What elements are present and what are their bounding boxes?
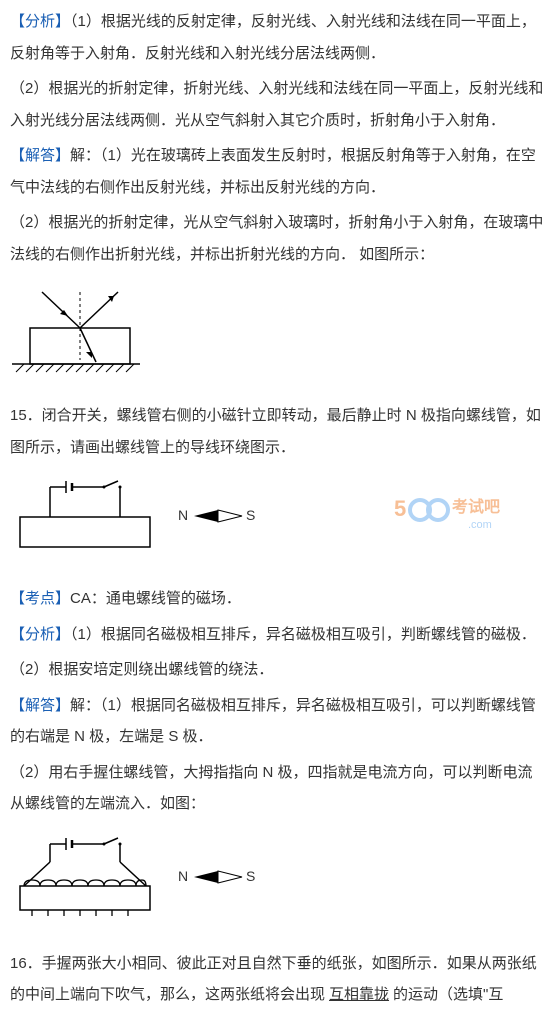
topic-para: 【考点】CA：通电螺线管的磁场． [10, 583, 544, 615]
analysis2-para-2: （2）根据安培定则绕出螺线管的绕法． [10, 654, 544, 686]
compass-s-label: S [246, 507, 255, 523]
analysis-para-2: （2）根据光的折射定律，折射光线、入射光线和法线在同一平面上，反射光线和入射光线… [10, 73, 544, 136]
analysis2-para-1: 【分析】（1）根据同名磁极相互排斥，异名磁极相互吸引，判断螺线管的磁极． [10, 619, 544, 651]
topic-label: 【考点】 [10, 590, 70, 607]
analysis2-label: 【分析】 [10, 626, 70, 643]
compass-n-label: N [178, 507, 188, 523]
answer2-text: 解：（1）根据同名磁极相互排斥，异名磁极相互吸引，可以判断螺线管的右端是 N 极… [10, 697, 536, 746]
analysis-label: 【分析】 [10, 13, 70, 30]
answer-para-2: （2）根据光的折射定律，光从空气斜射入玻璃时，折射角小于入射角，在玻璃中法线的右… [10, 207, 544, 270]
figure-solenoid-blank: N S [10, 477, 544, 557]
topic-text: CA：通电螺线管的磁场． [70, 590, 241, 607]
analysis-para-1: 【分析】（1）根据光线的反射定律，反射光线、入射光线和法线在同一平面上，反射角等… [10, 6, 544, 69]
compass-icon: N S [178, 502, 258, 532]
analysis-text-1: （1）根据光线的反射定律，反射光线、入射光线和法线在同一平面上，反射角等于入射角… [10, 13, 536, 62]
answer-para-1: 【解答】解：（1）光在玻璃砖上表面发生反射时，根据反射角等于入射角，在空气中法线… [10, 140, 544, 203]
answer-label: 【解答】 [10, 147, 70, 164]
analysis2-text: （1）根据同名磁极相互排斥，异名磁极相互吸引，判断螺线管的磁极． [70, 626, 536, 643]
svg-text:N: N [178, 868, 188, 884]
figure-light-refraction [10, 284, 544, 374]
question-15: 15．闭合开关，螺线管右侧的小磁针立即转动，最后静止时 N 极指向螺线管，如图所… [10, 400, 544, 463]
svg-text:S: S [246, 868, 255, 884]
answer-text-1: 解：（1）光在玻璃砖上表面发生反射时，根据反射角等于入射角，在空气中法线的右侧作… [10, 147, 536, 196]
answer2-para-2: （2）用右手握住螺线管，大拇指指向 N 极，四指就是电流方向，可以判断电流从螺线… [10, 757, 544, 820]
answer2-para-1: 【解答】解：（1）根据同名磁极相互排斥，异名磁极相互吸引，可以判断螺线管的右端是… [10, 690, 544, 753]
compass-icon-2: N S [178, 863, 258, 893]
answer2-label: 【解答】 [10, 697, 70, 714]
figure-solenoid-wound: N S [10, 834, 544, 922]
q16-blank: 互相靠拢 [325, 986, 393, 1003]
question-16: 16．手握两张大小相同、彼此正对且自然下垂的纸张，如图所示．如果从两张纸的中间上… [10, 948, 544, 1011]
q16-post: 的运动（选填"互 [393, 986, 503, 1003]
